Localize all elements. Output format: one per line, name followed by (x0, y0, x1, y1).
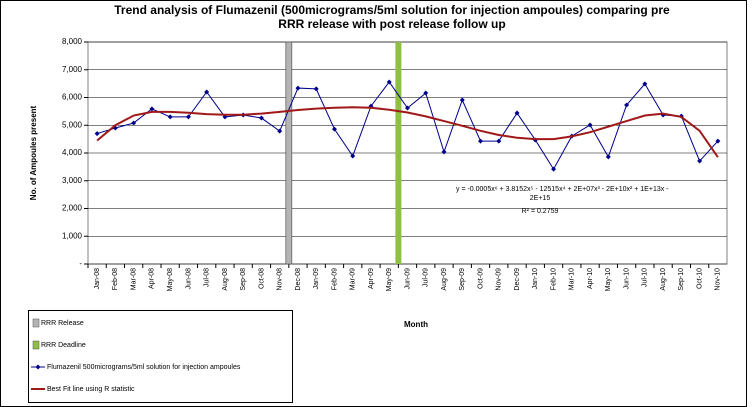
x-tick-label: Oct-10 (696, 268, 703, 289)
legend-label: Flumazenil 500micrograms/5ml solution fo… (47, 364, 241, 371)
data-point (405, 105, 410, 111)
legend-label: RRR Release (41, 320, 84, 327)
x-axis-label: Month (404, 320, 428, 329)
y-tick-label: 6,000 (62, 93, 83, 102)
data-point (350, 153, 356, 159)
legend (28, 310, 293, 403)
data-point (605, 154, 611, 160)
x-tick-label: Apr-10 (587, 268, 594, 289)
x-tick-label: Sep-09 (459, 268, 466, 291)
x-tick-label: Jul-10 (642, 268, 649, 287)
data-point (514, 110, 520, 116)
x-tick-label: Aug-09 (441, 268, 448, 291)
data-point (258, 115, 264, 121)
trend-equation: y = -0.0005x⁶ + 3.8152x⁵ - 12515x⁴ + 2E+… (456, 186, 669, 193)
x-tick-label: Jun-08 (185, 268, 192, 290)
data-point (624, 102, 630, 108)
data-point (295, 85, 301, 91)
x-tick-label: Feb-10 (550, 268, 557, 290)
data-point (478, 138, 484, 144)
x-tick-label: Nov-08 (277, 268, 284, 291)
x-tick-label: Feb-09 (331, 268, 338, 290)
data-point (149, 106, 155, 112)
x-tick-label: Apr-09 (368, 268, 375, 289)
x-tick-label: Mar-10 (569, 268, 576, 290)
data-point (496, 138, 502, 144)
y-tick-label: 7,000 (62, 65, 83, 74)
x-tick-label: Apr-08 (149, 268, 156, 289)
x-tick-label: Feb-08 (112, 268, 119, 290)
data-point (313, 86, 319, 92)
data-point (277, 128, 283, 134)
x-tick-label: Jul-08 (204, 268, 211, 287)
x-tick-label: Aug-10 (660, 268, 667, 291)
data-point (167, 114, 173, 120)
y-tick-label: 1,000 (62, 231, 83, 240)
x-tick-label: Jun-09 (404, 268, 411, 290)
y-tick-label: 3,000 (62, 176, 83, 185)
data-point (441, 149, 447, 155)
data-point (386, 79, 392, 85)
y-tick-label: 2,000 (62, 204, 83, 213)
event-bar (395, 42, 402, 264)
trend-equation: R² = 0.2759 (522, 208, 559, 215)
y-axis-label: No. of Ampoules present (29, 105, 38, 200)
data-point (131, 120, 137, 126)
x-tick-label: Sep-08 (240, 268, 247, 291)
data-point (715, 138, 721, 144)
x-tick-label: Jan-09 (313, 268, 320, 290)
x-tick-label: Aug-08 (222, 268, 229, 291)
data-point (642, 81, 648, 87)
data-point (551, 166, 557, 172)
chart-title: RRR release with post release follow up (278, 17, 505, 31)
y-tick-label: 4,000 (62, 148, 83, 157)
x-tick-label: Oct-08 (258, 268, 265, 289)
legend-swatch (32, 318, 40, 328)
legend-marker (35, 364, 41, 370)
data-point (423, 90, 429, 96)
x-tick-label: Dec-09 (514, 268, 521, 291)
x-tick-label: Nov-09 (496, 268, 503, 291)
trend-equation: 2E+15 (530, 195, 551, 202)
x-tick-label: May-09 (386, 268, 393, 291)
data-point (204, 89, 210, 95)
x-tick-label: Jan-10 (532, 268, 539, 290)
y-tick-label: - (79, 259, 82, 268)
series-line (96, 106, 719, 158)
data-point (331, 126, 337, 132)
event-bar (285, 41, 293, 265)
legend-label: RRR Deadline (41, 342, 86, 349)
y-tick-label: 8,000 (62, 37, 83, 46)
x-tick-label: Sep-10 (678, 268, 685, 291)
data-point (94, 131, 100, 137)
x-tick-label: Jul-09 (423, 268, 430, 287)
x-tick-label: Nov-10 (715, 268, 722, 291)
x-tick-label: Jun-10 (623, 268, 630, 290)
x-tick-label: Oct-09 (477, 268, 484, 289)
x-tick-label: Jan-08 (94, 268, 101, 290)
data-point (587, 122, 593, 128)
chart-title: Trend analysis of Flumazenil (500microgr… (114, 3, 670, 17)
legend-swatch (32, 340, 40, 350)
legend-label: Best Fit line using R statistic (47, 386, 135, 393)
data-point (697, 158, 703, 164)
y-tick-label: 5,000 (62, 120, 83, 129)
x-tick-label: Mar-09 (350, 268, 357, 290)
x-tick-label: Mar-08 (130, 268, 137, 290)
x-tick-label: May-08 (167, 268, 174, 291)
x-tick-label: Dec-08 (295, 268, 302, 291)
data-point (459, 97, 465, 103)
data-point (185, 114, 191, 120)
x-tick-label: May-10 (605, 268, 612, 291)
